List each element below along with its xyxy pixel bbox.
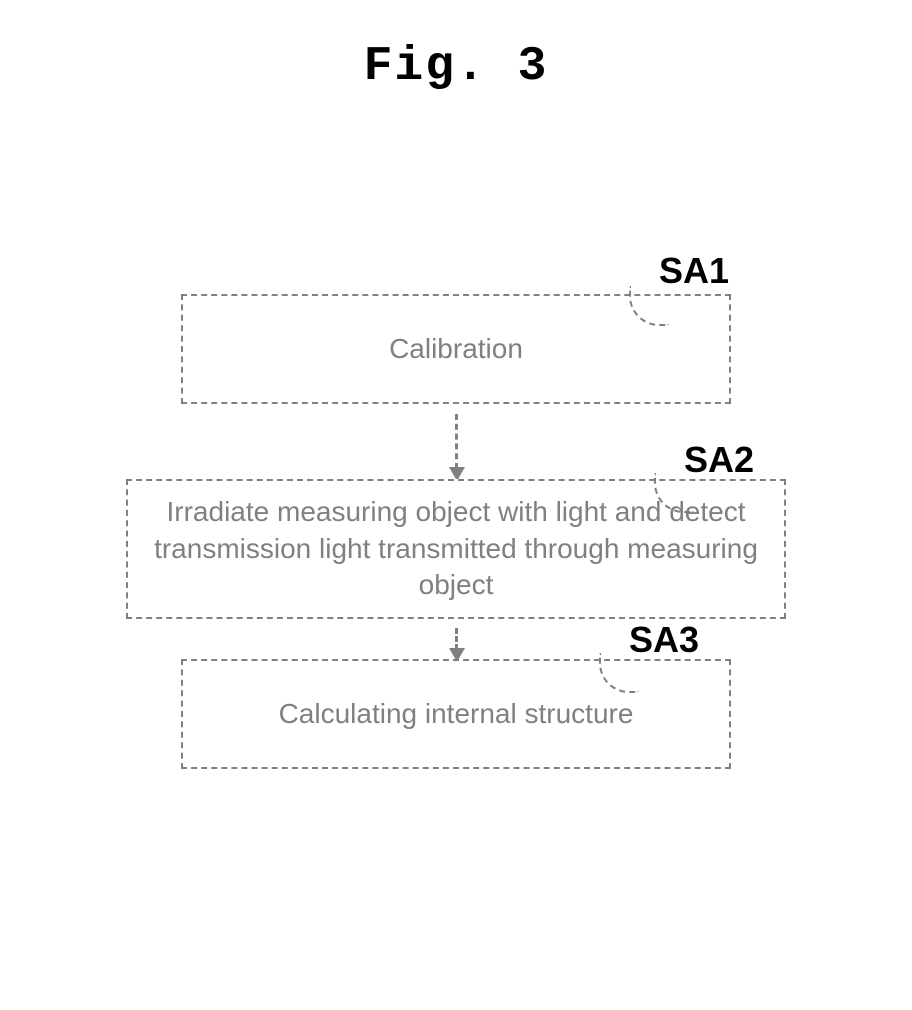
node-label-sa3: SA3 [629, 619, 699, 661]
node-text-sa1: Calibration [389, 331, 523, 367]
flowchart-node-sa3: SA3 Calculating internal structure [181, 659, 731, 769]
node-label-sa2: SA2 [684, 439, 754, 481]
node-text-sa3: Calculating internal structure [279, 696, 634, 732]
node-label-sa1: SA1 [659, 250, 729, 292]
flowchart-container: Fig. 3 SA1 Calibration SA2 Irradiate mea… [0, 0, 912, 1010]
label-connector [629, 286, 669, 326]
flowchart-node-sa1: SA1 Calibration [181, 294, 731, 404]
flow-arrow [455, 404, 458, 479]
figure-title: Fig. 3 [364, 40, 549, 94]
arrow-line [455, 628, 458, 650]
flow-arrow [455, 619, 458, 659]
node-text-sa2: Irradiate measuring object with light an… [148, 494, 764, 603]
arrow-line [455, 414, 458, 469]
flowchart-node-sa2: SA2 Irradiate measuring object with ligh… [126, 479, 786, 619]
